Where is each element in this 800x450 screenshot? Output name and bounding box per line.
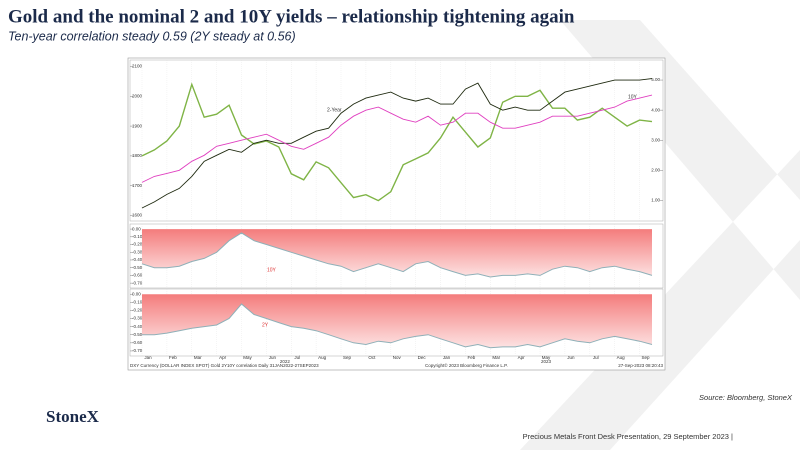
y2-tick-label: 4.00 <box>651 107 660 112</box>
y-tick-label: 0.00 <box>132 291 141 296</box>
annotation: 10Y <box>628 94 638 100</box>
watermark <box>520 20 800 450</box>
chart-note: Copyright© 2023 Bloomberg Finance L.P. <box>425 362 508 368</box>
y-tick-label: -0.60 <box>132 340 143 345</box>
y-tick-label: -0.20 <box>132 308 143 313</box>
subtitle: Ten-year correlation steady 0.59 (2Y ste… <box>8 29 296 43</box>
y-tick-label: -0.30 <box>132 249 143 254</box>
y-tick-label: -0.10 <box>132 234 143 239</box>
y-tick-label: -0.70 <box>132 280 143 285</box>
year-label: 2023 <box>541 359 552 364</box>
area-line <box>141 232 653 278</box>
annotation: 2Y <box>262 322 269 328</box>
panel <box>129 59 664 222</box>
y-tick-label: -0.30 <box>132 316 143 321</box>
logo: StoneX <box>46 407 100 426</box>
x-tick-label: Jul <box>593 355 599 360</box>
series-line <box>141 94 653 183</box>
panel <box>129 223 664 289</box>
x-tick-label: Jun <box>269 355 277 360</box>
source: Source: Bloomberg, StoneX <box>699 393 793 402</box>
x-tick-label: Sep <box>343 355 352 360</box>
x-tick-label: Feb <box>169 355 177 360</box>
x-tick-label: Jul <box>294 355 300 360</box>
y-tick-label: 1600 <box>132 213 143 218</box>
area <box>142 229 652 277</box>
x-tick-label: Jun <box>567 355 575 360</box>
y-tick-label: -0.40 <box>132 324 143 329</box>
series-line <box>141 78 653 209</box>
x-tick-label: Jan <box>443 355 451 360</box>
y-tick-label: 0.00 <box>132 226 141 231</box>
x-tick-label: Aug <box>318 355 327 360</box>
x-tick-label: May <box>542 355 551 360</box>
x-tick-label: Apr <box>518 355 526 360</box>
y-tick-label: 1700 <box>132 183 143 188</box>
x-tick-label: Sep <box>642 355 651 360</box>
y2-tick-label: 5.00 <box>651 77 660 82</box>
annotation: 2-Year <box>327 107 342 113</box>
y-tick-label: -0.10 <box>132 300 143 305</box>
y-tick-label: 2100 <box>132 64 143 69</box>
y-tick-label: -0.70 <box>132 348 143 353</box>
x-tick-label: Mar <box>194 355 202 360</box>
y-tick-label: -0.50 <box>132 265 143 270</box>
y-tick-label: -0.20 <box>132 242 143 247</box>
area <box>142 294 652 348</box>
panel <box>129 288 664 357</box>
chart-note: DXY Currency (DOLLAR INDEX SPOT) Gold 2Y… <box>130 363 319 368</box>
y2-tick-label: 1.00 <box>651 198 660 203</box>
x-tick-label: May <box>243 355 252 360</box>
y-tick-label: -0.50 <box>132 332 143 337</box>
y-tick-label: 1800 <box>132 153 143 158</box>
y-tick-label: -0.60 <box>132 273 143 278</box>
y-tick-label: 2000 <box>132 93 143 98</box>
x-tick-label: Apr <box>219 355 227 360</box>
y-tick-label: -0.40 <box>132 257 143 262</box>
x-tick-label: Mar <box>492 355 500 360</box>
x-tick-label: Oct <box>368 355 376 360</box>
title: Gold and the nominal 2 and 10Y yields – … <box>8 6 575 27</box>
x-tick-label: Jan <box>144 355 152 360</box>
y-tick-label: 1900 <box>132 123 143 128</box>
area-line <box>142 303 653 349</box>
x-tick-label: Nov <box>393 355 402 360</box>
y2-tick-label: 2.00 <box>651 168 660 173</box>
chart-note: 27-Sep-2023 08:20:43 <box>618 363 663 368</box>
x-tick-label: Feb <box>468 355 476 360</box>
series-line <box>141 82 653 202</box>
year-label: 2022 <box>280 359 291 364</box>
y2-tick-label: 3.00 <box>651 137 660 142</box>
x-tick-label: Dec <box>418 355 427 360</box>
annotation: 10Y <box>267 267 277 273</box>
footer: Precious Metals Front Desk Presentation,… <box>523 432 733 441</box>
x-tick-label: Aug <box>617 355 626 360</box>
